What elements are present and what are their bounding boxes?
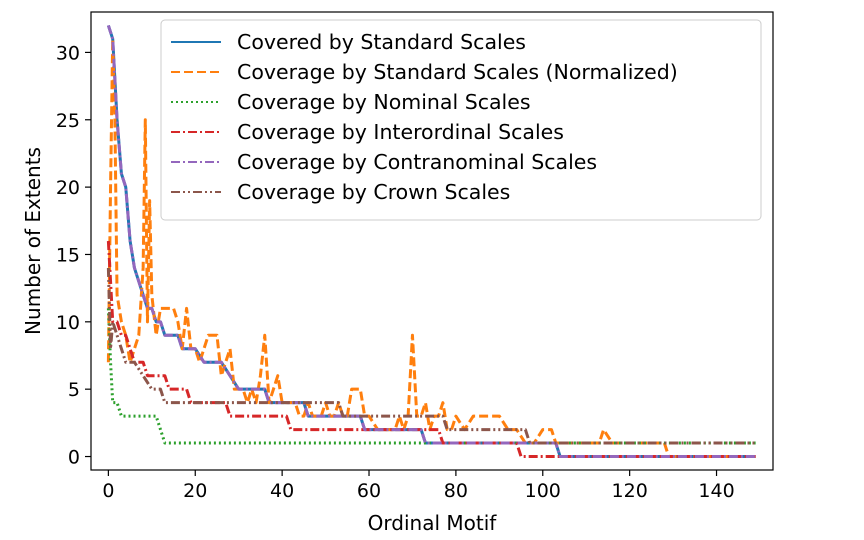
x-tick-label: 0	[102, 480, 114, 502]
y-axis-title: Number of Extents	[21, 147, 45, 335]
axis-ticks: 0 20 40 60 80 100 120 140 0 5 10 15 20 25 30	[56, 42, 735, 502]
x-axis-title: Ordinal Motif	[368, 511, 498, 535]
legend-entry-1: Covered by Standard Scales	[237, 30, 526, 54]
x-tick-label: 100	[525, 480, 561, 502]
series-lines	[106, 25, 756, 459]
legend-entry-5: Coverage by Contranominal Scales	[237, 150, 597, 174]
plot-frame	[90, 11, 774, 471]
y-tick-label: 10	[56, 312, 80, 334]
legend: Covered by Standard Scales Coverage by St…	[160, 19, 762, 221]
legend-entry-4: Coverage by Interordinal Scales	[237, 120, 564, 144]
y-tick-label: 15	[56, 244, 80, 266]
legend-entry-2: Coverage by Standard Scales (Normalized)	[237, 60, 678, 84]
legend-entry-3: Coverage by Nominal Scales	[237, 90, 531, 114]
legend-box	[160, 19, 762, 221]
series-line-3	[106, 308, 756, 445]
series-line-5	[106, 25, 756, 459]
x-tick-label: 80	[444, 480, 468, 502]
series-line-6	[106, 267, 756, 445]
x-tick-label: 60	[357, 480, 381, 502]
y-tick-label: 25	[56, 110, 80, 132]
y-tick-label: 30	[56, 42, 80, 64]
y-tick-label: 20	[56, 177, 80, 199]
x-tick-label: 120	[612, 480, 648, 502]
x-tick-label: 140	[698, 480, 734, 502]
legend-entry-6: Coverage by Crown Scales	[237, 180, 510, 204]
x-tick-label: 20	[183, 480, 207, 502]
y-tick-label: 0	[68, 447, 80, 469]
x-tick-label: 40	[270, 480, 294, 502]
series-line-2	[106, 37, 756, 459]
y-tick-label: 5	[68, 379, 80, 401]
